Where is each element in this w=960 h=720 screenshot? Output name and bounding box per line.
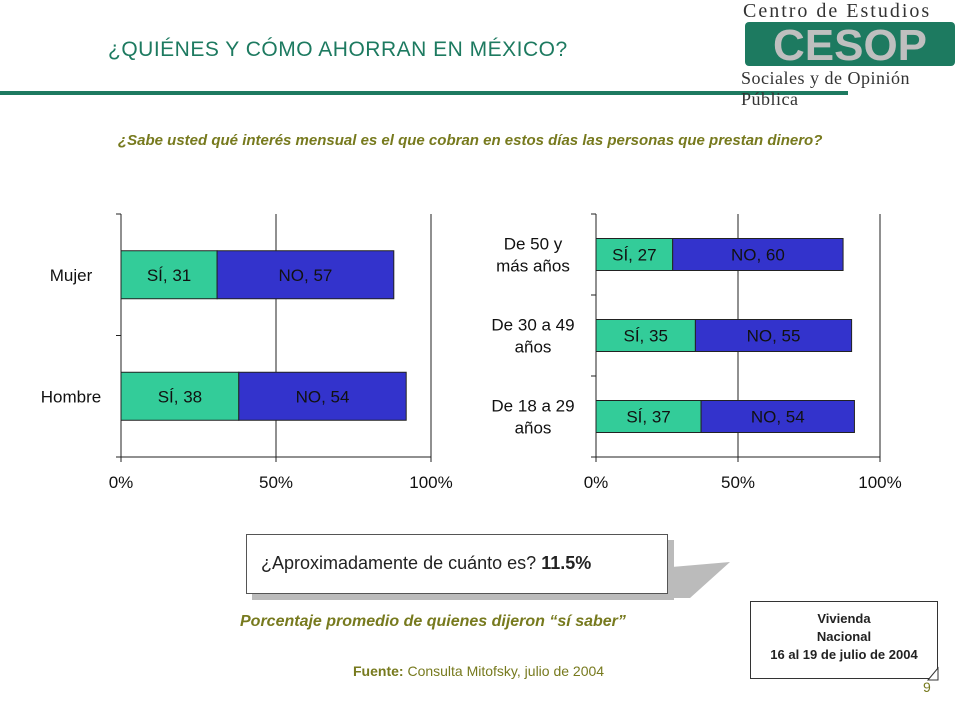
bar-sí [595, 238, 674, 271]
source-note: Fuente: Consulta Mitofsky, julio de 2004 [353, 663, 604, 679]
bar-sí [595, 319, 696, 352]
x-tick-label: 50% [721, 473, 755, 492]
average-note: Porcentaje promedio de quienes dijeron “… [240, 613, 626, 630]
data-label: SÍ, 38 [158, 387, 202, 406]
x-tick-label: 100% [409, 473, 452, 492]
data-label: NO, 54 [751, 408, 805, 427]
logo-letters: CESOP [745, 21, 955, 68]
callout-question: ¿Aproximadamente de cuánto es? [261, 553, 537, 573]
category-label: Mujer [50, 266, 93, 285]
bar-no [238, 371, 407, 421]
category-label: De 50 y más años [496, 235, 570, 276]
logo-letters-text: CESOP [773, 21, 927, 68]
callout-value: 11.5% [541, 553, 592, 573]
data-label: NO, 60 [731, 246, 785, 265]
data-label: NO, 57 [279, 266, 333, 285]
x-tick-label: 50% [259, 473, 293, 492]
category-label-line: De 18 a 29 [491, 397, 574, 416]
survey-question: ¿Sabe usted qué interés mensual es el qu… [118, 132, 823, 149]
bar-no [694, 319, 853, 352]
category-label-line: Mujer [50, 266, 93, 285]
badge-line3: 16 al 19 de julio de 2004 [770, 647, 918, 662]
title-divider [0, 91, 848, 95]
bar-sí [120, 371, 240, 421]
category-label-line: De 30 a 49 [491, 316, 574, 335]
data-label: NO, 54 [296, 387, 350, 406]
cesop-logo: Centro de Estudios CESOP Sociales y de O… [735, 0, 960, 109]
data-label: SÍ, 35 [623, 327, 667, 346]
source-label: Fuente: [353, 663, 404, 679]
badge-line2: Nacional [816, 629, 872, 644]
bar-sí [120, 250, 218, 300]
category-label-line: años [515, 419, 552, 438]
bar-no [672, 238, 844, 271]
data-label: SÍ, 27 [612, 246, 656, 265]
x-tick-label: 0% [584, 473, 609, 492]
bar-no [216, 250, 395, 300]
survey-badge: Vivienda Nacional 16 al 19 de julio de 2… [750, 601, 938, 679]
category-label-line: más años [496, 257, 570, 276]
data-label: SÍ, 37 [626, 408, 670, 427]
category-label: De 18 a 29 años [491, 397, 574, 438]
category-label-line: Hombre [41, 387, 101, 406]
bar-sí [595, 400, 702, 433]
page-title: ¿QUIÉNES Y CÓMO AHORRAN EN MÉXICO? [108, 38, 568, 61]
logo-bottom-text: Sociales y de Opinión Pública [741, 68, 910, 109]
x-tick-label: 0% [109, 473, 134, 492]
logo-top-text: Centro de Estudios [743, 0, 932, 22]
data-label: SÍ, 31 [147, 266, 191, 285]
category-label-line: años [515, 338, 552, 357]
callout-text: ¿Aproximadamente de cuánto es? 11.5% [261, 553, 591, 574]
category-label-line: De 50 y [504, 235, 563, 254]
data-label: NO, 55 [747, 327, 801, 346]
interest-callout: ¿Aproximadamente de cuánto es? 11.5% [246, 534, 668, 594]
badge-line1: Vivienda [817, 611, 871, 626]
bar-no [700, 400, 855, 433]
x-tick-label: 100% [858, 473, 901, 492]
source-text: Consulta Mitofsky, julio de 2004 [403, 663, 605, 679]
category-label: Hombre [41, 387, 101, 406]
category-label: De 30 a 49 años [491, 316, 574, 357]
page-number: 9 [923, 679, 931, 695]
